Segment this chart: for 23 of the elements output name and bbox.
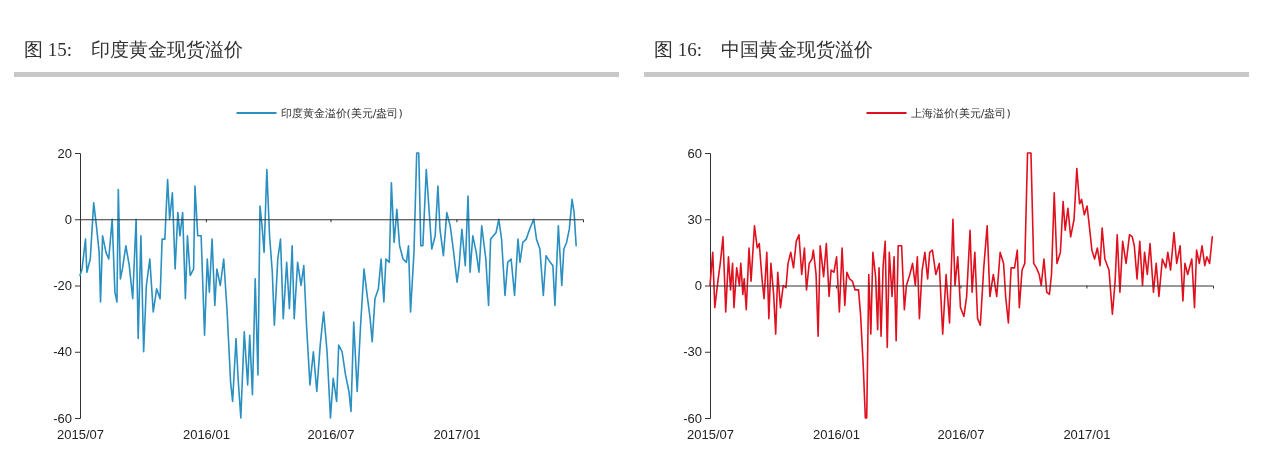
x-tick-label: 2016/01 [812,427,860,443]
y-tick-label: -40 [53,344,72,360]
x-tick-label: 2016/01 [182,427,230,443]
x-tick-label: 2016/07 [937,427,985,443]
x-tick-label: 2016/07 [307,427,355,443]
y-tick-label: 30 [687,211,702,227]
x-tick-label: 2015/07 [57,427,104,443]
y-tick-label: 0 [694,278,702,294]
y-tick-label: -60 [53,410,72,426]
chart-title: 图 16: 中国黄金现货溢价 [654,39,874,60]
y-tick-label: 60 [687,145,702,161]
x-tick-label: 2015/07 [687,427,734,443]
y-tick-label: -30 [683,344,702,360]
x-tick-label: 2017/01 [1063,427,1111,443]
legend-label: 上海溢价(美元/盎司) [910,107,1011,120]
y-tick-label: -20 [53,278,72,294]
chart-title: 图 15: 印度黄金现货溢价 [24,39,244,60]
legend-label: 印度黄金溢价(美元/盎司) [280,107,403,120]
line-series [79,152,577,419]
y-tick-label: 0 [64,211,72,227]
x-tick-label: 2017/01 [433,427,481,443]
y-tick-label: 20 [57,145,72,161]
y-tick-label: -60 [683,410,702,426]
